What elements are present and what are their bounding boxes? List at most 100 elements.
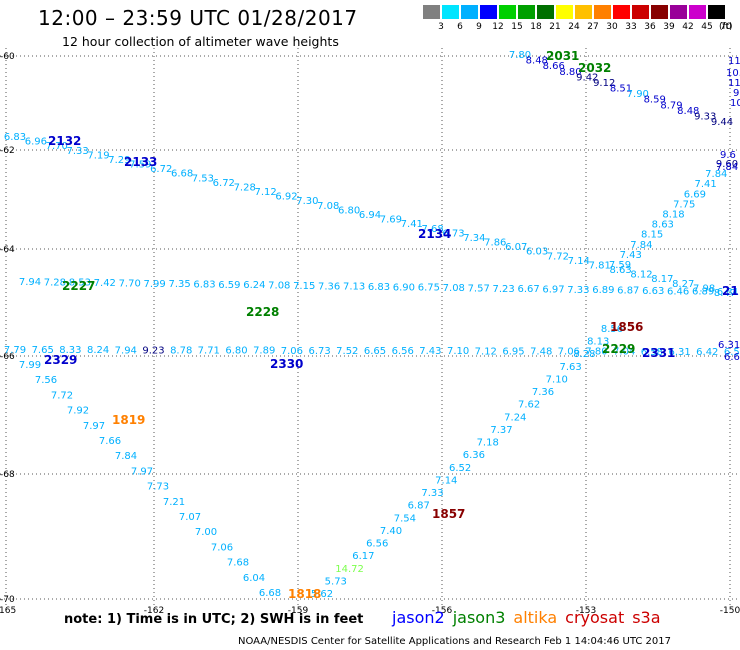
wave-height-value: 6.89 <box>692 287 714 298</box>
wave-height-value: 7.23 <box>492 284 514 295</box>
scale-swatch <box>499 5 516 19</box>
scale-label: 12 <box>492 22 504 32</box>
latitude-label: -62 <box>0 146 15 156</box>
scale-swatch <box>518 5 535 19</box>
wave-height-value: 7.33 <box>567 285 589 296</box>
wave-height-value: 7.62 <box>518 400 540 411</box>
wave-height-value: 7.08 <box>268 281 290 292</box>
wave-height-value: 6.83 <box>368 282 390 293</box>
wave-height-value: 5.62 <box>311 589 333 600</box>
edge-value: 9.6 <box>720 150 736 161</box>
latitude-label: -68 <box>0 470 15 480</box>
wave-height-value: 7.21 <box>163 497 185 508</box>
scale-label: 6 <box>457 22 463 32</box>
wave-height-value: 7.42 <box>94 278 116 289</box>
wave-height-value: 7.56 <box>35 375 57 386</box>
wave-height-value: 7.15 <box>293 281 315 292</box>
footer-credit: NOAA/NESDIS Center for Satellite Applica… <box>238 636 671 647</box>
wave-height-value: 7.12 <box>254 187 276 198</box>
pass-id-label: 2331 <box>642 346 675 360</box>
wave-height-value: 7.99 <box>19 360 41 371</box>
wave-height-value: 7.63 <box>559 362 581 373</box>
wave-height-value: 7.98 <box>693 283 715 294</box>
edge-value: 9. <box>733 88 740 99</box>
wave-height-value: 7.12 <box>475 346 497 357</box>
wave-height-value: 9.60 <box>716 159 738 170</box>
wave-height-value: 8.47 <box>714 288 736 299</box>
wave-height-value: 7.68 <box>421 224 443 235</box>
pass-id-label: 1818 <box>288 587 321 601</box>
pass-id-label: 1819 <box>112 413 145 427</box>
latitude-label: -70 <box>0 595 15 605</box>
longitude-label: -150 <box>720 606 740 616</box>
scale-swatch <box>632 5 649 19</box>
wave-height-value: 6.65 <box>364 346 386 357</box>
pass-id-label: 2134 <box>418 227 451 241</box>
wave-height-value: 8.15 <box>641 230 663 241</box>
wave-height-value: 7.13 <box>343 282 365 293</box>
wave-height-value: 6.90 <box>393 282 415 293</box>
wave-height-value: 6.53 <box>724 347 740 358</box>
wave-height-value: 7.99 <box>143 279 165 290</box>
wave-height-value: 6.96 <box>25 137 47 148</box>
wave-height-value: 8.66 <box>543 61 565 72</box>
wave-height-value: 14.72 <box>335 564 364 575</box>
wave-height-value: 6.36 <box>463 450 485 461</box>
wave-height-value: 6.24 <box>243 280 265 291</box>
wave-height-value: 7.97 <box>83 421 105 432</box>
wave-height-value: 7.29 <box>108 155 130 166</box>
wave-height-value: 7.68 <box>227 558 249 569</box>
wave-height-value: 7.43 <box>419 346 441 357</box>
wave-height-value: 6.67 <box>517 284 539 295</box>
wave-height-value: 8.63 <box>652 220 674 231</box>
edge-value: 6.62 <box>724 352 740 363</box>
wave-height-value: 7.04 <box>613 347 635 358</box>
wave-height-value: 6.63 <box>642 286 664 297</box>
wave-height-value: 6.83 <box>4 132 26 143</box>
map-axis-labels: -60 -62 -64 -66 -68 -70-165 -162 -159 -156 -153 -1… <box>0 52 740 616</box>
wave-height-value: 9.12 <box>593 78 615 89</box>
longitude-label: -159 <box>288 606 309 616</box>
wave-height-value: 9.23 <box>142 345 164 356</box>
wave-height-value: 6.58 <box>641 347 663 358</box>
scale-swatch <box>442 5 459 19</box>
wave-height-value: 6.04 <box>243 573 265 584</box>
wave-height-value: 7.34 <box>463 233 485 244</box>
wave-height-value: 6.56 <box>392 346 414 357</box>
wave-height-value: 7.90 <box>627 89 649 100</box>
scale-label: 45 <box>701 22 713 32</box>
wave-height-value: 6.87 <box>617 286 639 297</box>
wave-height-value: 7.94 <box>115 345 137 356</box>
scale-swatch <box>708 5 725 19</box>
wave-height-value: 7.33 <box>66 146 88 157</box>
wave-height-value: 8.24 <box>87 345 109 356</box>
wave-height-value: 7.08 <box>317 201 339 212</box>
edge-value: 11. <box>728 56 740 67</box>
wave-height-value: 6.87 <box>408 501 430 512</box>
scale-label: 3 <box>438 22 444 32</box>
wave-height-value: 7.65 <box>32 345 54 356</box>
wave-height-value: 6.92 <box>275 192 297 203</box>
wave-height-value: 6.46 <box>667 286 689 297</box>
wave-height-value: 7.41 <box>694 179 716 190</box>
wave-height-value: 7.86 <box>484 238 506 249</box>
wave-height-value: 7.57 <box>468 283 490 294</box>
wave-height-value: 7.14 <box>568 256 590 267</box>
wave-height-value: 7.10 <box>546 375 568 386</box>
wave-height-value: 7.80 <box>509 50 531 61</box>
wave-height-value: 6.07 <box>505 242 527 253</box>
wave-height-value: 7.30 <box>296 196 318 207</box>
wave-height-value: 6.72 <box>213 178 235 189</box>
wave-height-value: 6.52 <box>449 463 471 474</box>
scale-swatch <box>594 5 611 19</box>
wave-height-value: 8.53 <box>69 278 91 289</box>
wave-height-value: 7.97 <box>131 466 153 477</box>
wave-height-value: 6.80 <box>338 205 360 216</box>
wave-height-value: 7.06 <box>558 347 580 358</box>
scale-swatch <box>423 5 440 19</box>
wave-height-value: 6.75 <box>418 283 440 294</box>
wave-height-value: 6.31 <box>717 287 739 298</box>
wave-height-value: 8.48 <box>677 106 699 117</box>
satellite-legend-jason3: jason3 <box>452 608 506 627</box>
